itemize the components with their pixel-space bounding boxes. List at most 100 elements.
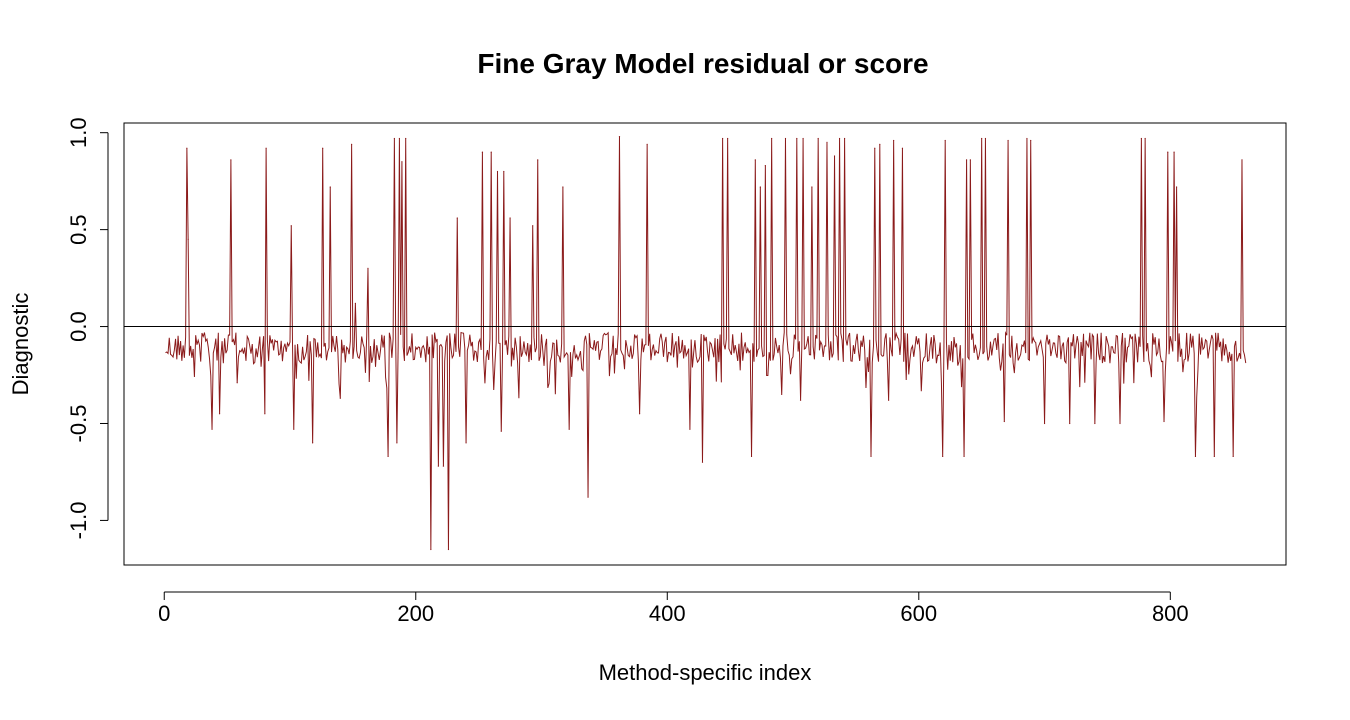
y-tick-label: 1.0 [66,117,91,148]
data-point [646,143,648,145]
data-point [509,217,511,219]
data-point [339,397,341,399]
data-point [1213,455,1215,458]
data-point [1119,422,1121,425]
data-point [442,465,445,467]
data-point [944,139,946,142]
data-point [430,548,432,551]
data-point [329,186,331,188]
x-tick-label: 800 [1152,601,1189,626]
data-point [322,147,324,149]
data-point [1167,151,1169,153]
data-point [367,267,369,269]
data-point [750,455,753,458]
data-point [1163,420,1165,423]
data-point [969,159,971,161]
y-axis-label: Diagnostic [8,293,33,396]
data-point [236,382,238,384]
data-point [562,186,564,188]
data-point [447,548,450,551]
data-point [981,137,983,140]
data-point [1026,137,1028,140]
data-point [833,155,836,157]
data-point [396,442,398,444]
x-tick-label: 200 [397,601,434,626]
data-point [817,137,819,140]
data-point [398,137,401,140]
data-point [503,170,505,173]
data-point [481,151,484,153]
x-tick-label: 400 [649,601,686,626]
data-point [722,137,724,140]
data-point [942,455,944,458]
data-point [1030,139,1032,142]
data-point [870,455,872,458]
data-point [618,135,621,138]
data-point [1007,139,1009,142]
x-axis-label: Method-specific index [599,660,812,685]
data-point [264,413,266,415]
data-point [568,428,570,430]
data-point [984,137,987,140]
data-point [1069,422,1071,425]
plot-area [123,122,1287,566]
data-point [1232,455,1234,458]
data-point [211,428,213,430]
data-point [879,143,881,145]
x-tick-label: 0 [158,601,170,626]
data-point [1003,420,1005,423]
data-point [387,455,389,458]
data-point [727,137,729,140]
data-point [230,159,232,161]
data-point [1241,159,1243,161]
data-point [351,143,353,145]
data-point [437,465,439,467]
data-point [532,225,534,227]
data-point [754,159,756,161]
y-tick-label: 0.0 [66,311,91,342]
data-point [1173,151,1175,153]
data-point [1094,422,1096,425]
data-point [901,147,904,149]
data-point [843,137,846,140]
data-point [771,137,773,140]
data-point [500,430,502,432]
data-point [963,455,965,458]
data-point [1043,422,1046,425]
data-point [393,137,395,140]
data-point [764,165,766,167]
x-axis: 0 200 400 600 800 [158,591,1189,626]
data-point [456,217,458,219]
data-point [784,137,787,140]
chart-title: Fine Gray Model residual or score [477,48,928,79]
data-point [1194,455,1197,458]
y-tick-label: -1.0 [66,501,91,539]
data-point [290,225,292,227]
data-point [826,141,828,143]
data-point [465,442,467,444]
y-tick-label: 0.5 [66,214,91,245]
y-axis: -1.0 -0.5 0.0 0.5 1.0 [66,117,109,539]
data-point [811,186,813,188]
y-tick-label: -0.5 [66,405,91,443]
data-point [537,159,539,161]
data-point [1144,137,1146,140]
data-point [490,151,492,153]
series-layer [165,135,1247,551]
data-point [639,413,641,415]
data-point [293,428,295,430]
data-point [587,496,589,498]
data-point [1140,137,1142,140]
data-point [689,428,691,430]
data-point [354,302,356,304]
data-point [496,170,499,173]
data-point [312,442,314,444]
data-point [796,137,798,140]
data-point [265,147,267,149]
data-point [802,137,804,140]
x-tick-label: 600 [900,601,937,626]
data-point [893,139,895,142]
data-point [187,238,189,240]
data-point [799,399,802,401]
data-point [874,147,876,149]
